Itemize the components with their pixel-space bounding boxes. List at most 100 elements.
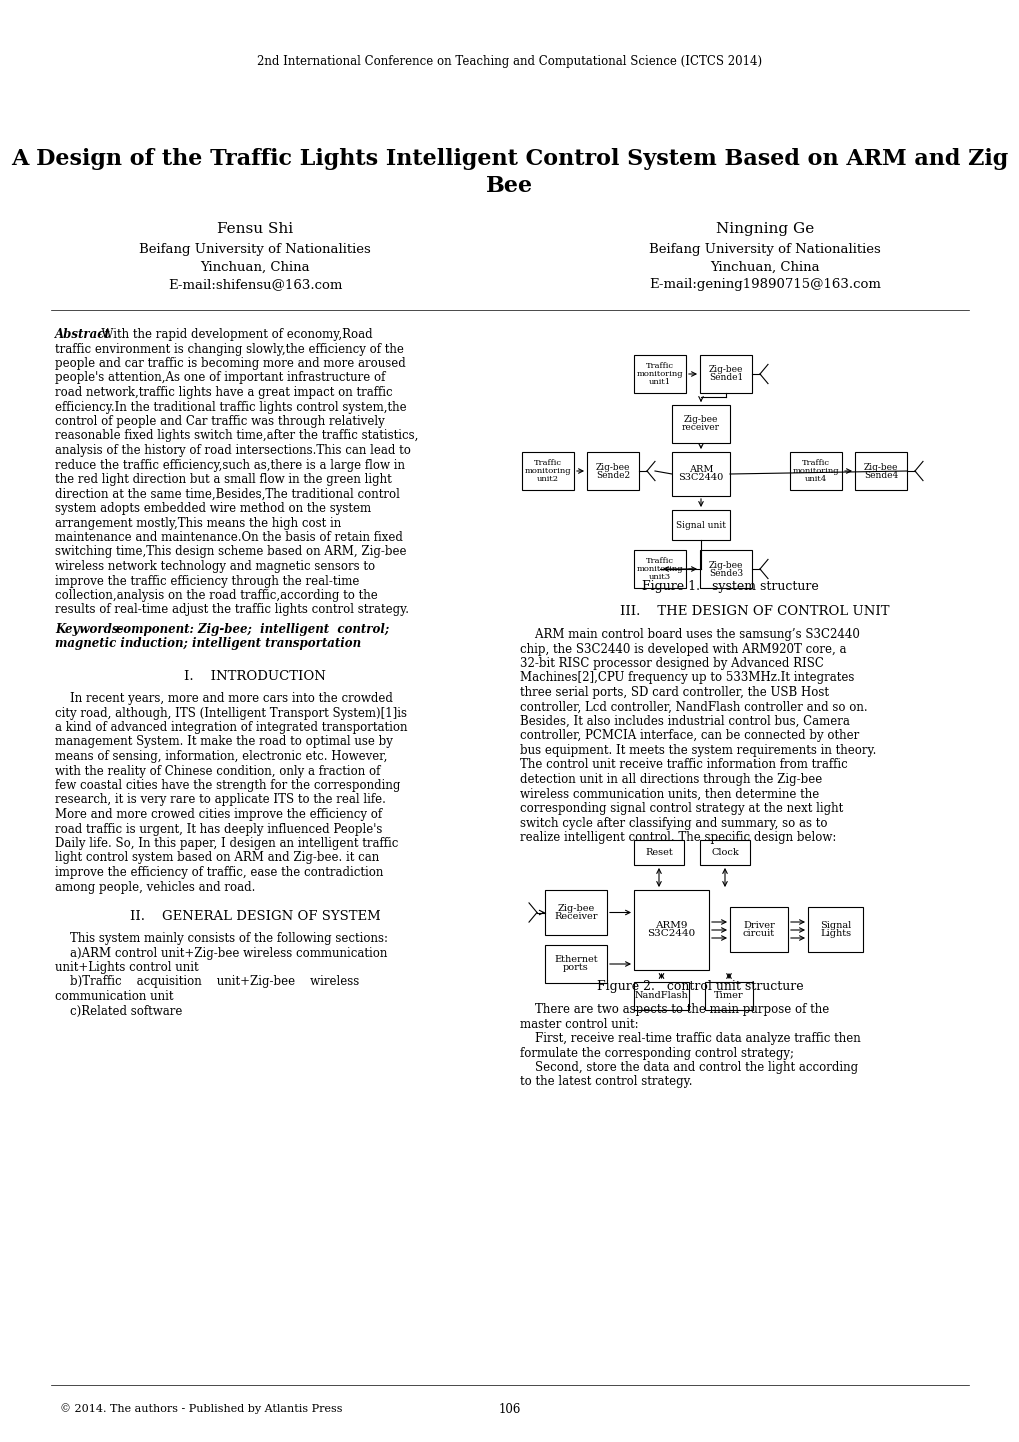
- Text: Zig-bee: Zig-bee: [595, 463, 630, 472]
- Text: © 2014. The authors - Published by Atlantis Press: © 2014. The authors - Published by Atlan…: [60, 1403, 342, 1413]
- Text: magnetic induction; intelligent transportation: magnetic induction; intelligent transpor…: [55, 637, 361, 650]
- Text: reduce the traffic efficiency,such as,there is a large flow in: reduce the traffic efficiency,such as,th…: [55, 459, 405, 472]
- Text: results of real-time adjust the traffic lights control strategy.: results of real-time adjust the traffic …: [55, 604, 409, 617]
- Text: Timer: Timer: [713, 992, 743, 1001]
- Text: circuit: circuit: [742, 929, 774, 937]
- Text: b)Traffic    acquisition    unit+Zig-bee    wireless: b)Traffic acquisition unit+Zig-bee wirel…: [55, 975, 359, 989]
- Text: arrangement mostly,This means the high cost in: arrangement mostly,This means the high c…: [55, 516, 341, 529]
- Text: efficiency.In the traditional traffic lights control system,the: efficiency.In the traditional traffic li…: [55, 401, 407, 414]
- Text: Sende4: Sende4: [863, 470, 898, 480]
- Text: switching time,This design scheme based on ARM, Zig-bee: switching time,This design scheme based …: [55, 545, 407, 558]
- Text: Bee: Bee: [486, 174, 533, 198]
- Text: analysis of the history of road intersections.This can lead to: analysis of the history of road intersec…: [55, 444, 411, 457]
- Text: 32-bit RISC processor designed by Advanced RISC: 32-bit RISC processor designed by Advanc…: [520, 658, 823, 671]
- Text: Sende2: Sende2: [595, 470, 630, 480]
- Text: -With the rapid development of economy,Road: -With the rapid development of economy,R…: [98, 327, 372, 340]
- Text: component: Zig-bee;  intelligent  control;: component: Zig-bee; intelligent control;: [112, 623, 389, 636]
- FancyBboxPatch shape: [854, 451, 906, 490]
- FancyBboxPatch shape: [730, 907, 788, 952]
- Text: Traffic: Traffic: [801, 459, 829, 467]
- FancyBboxPatch shape: [586, 451, 638, 490]
- FancyBboxPatch shape: [790, 451, 841, 490]
- Text: light control system based on ARM and Zig-bee. it can: light control system based on ARM and Zi…: [55, 851, 379, 865]
- FancyBboxPatch shape: [704, 982, 752, 1009]
- Text: corresponding signal control strategy at the next light: corresponding signal control strategy at…: [520, 802, 843, 815]
- Text: a)ARM control unit+Zig-bee wireless communication: a)ARM control unit+Zig-bee wireless comm…: [55, 946, 387, 959]
- FancyBboxPatch shape: [672, 510, 730, 539]
- Text: The control unit receive traffic information from traffic: The control unit receive traffic informa…: [520, 758, 847, 771]
- Text: S3C2440: S3C2440: [678, 473, 722, 483]
- Text: reasonable fixed lights switch time,after the traffic statistics,: reasonable fixed lights switch time,afte…: [55, 430, 418, 443]
- Text: among people, vehicles and road.: among people, vehicles and road.: [55, 881, 255, 894]
- Text: switch cycle after classifying and summary, so as to: switch cycle after classifying and summa…: [520, 816, 826, 829]
- Text: NandFlash: NandFlash: [634, 992, 688, 1001]
- FancyBboxPatch shape: [634, 890, 708, 970]
- FancyBboxPatch shape: [544, 890, 606, 934]
- Text: Reset: Reset: [644, 848, 673, 857]
- Text: traffic environment is changing slowly,the efficiency of the: traffic environment is changing slowly,t…: [55, 343, 404, 356]
- Text: First, receive real-time traffic data analyze traffic then: First, receive real-time traffic data an…: [520, 1032, 860, 1045]
- Text: system adopts embedded wire method on the system: system adopts embedded wire method on th…: [55, 502, 371, 515]
- Text: controller, Lcd controller, NandFlash controller and so on.: controller, Lcd controller, NandFlash co…: [520, 701, 867, 714]
- Text: city road, although, ITS (Intelligent Transport System)[1]is: city road, although, ITS (Intelligent Tr…: [55, 707, 407, 720]
- Text: direction at the same time,Besides,The traditional control: direction at the same time,Besides,The t…: [55, 487, 399, 500]
- Text: Figure 2.   control unit structure: Figure 2. control unit structure: [596, 981, 803, 994]
- FancyBboxPatch shape: [672, 451, 730, 496]
- FancyBboxPatch shape: [522, 451, 574, 490]
- Text: communication unit: communication unit: [55, 991, 173, 1004]
- Text: Zig-bee: Zig-bee: [863, 463, 898, 472]
- Text: research, it is very rare to applicate ITS to the real life.: research, it is very rare to applicate I…: [55, 793, 385, 806]
- Text: receiver: receiver: [682, 424, 719, 433]
- FancyBboxPatch shape: [699, 549, 751, 588]
- FancyBboxPatch shape: [544, 945, 606, 983]
- Text: III.    THE DESIGN OF CONTROL UNIT: III. THE DESIGN OF CONTROL UNIT: [620, 606, 889, 619]
- Text: ARM main control board uses the samsung’s S3C2440: ARM main control board uses the samsung’…: [520, 629, 859, 642]
- Text: Beifang University of Nationalities: Beifang University of Nationalities: [648, 244, 880, 257]
- Text: Zig-bee: Zig-bee: [708, 561, 743, 570]
- Text: road traffic is urgent, It has deeply influenced People's: road traffic is urgent, It has deeply in…: [55, 822, 382, 835]
- Text: unit4: unit4: [804, 474, 826, 483]
- Text: monitoring: monitoring: [524, 467, 571, 474]
- Text: Driver: Driver: [743, 921, 774, 930]
- FancyBboxPatch shape: [807, 907, 862, 952]
- Text: Zig-bee: Zig-bee: [708, 365, 743, 375]
- Text: E-mail:gening19890715@163.com: E-mail:gening19890715@163.com: [648, 278, 880, 291]
- Text: controller, PCMCIA interface, can be connected by other: controller, PCMCIA interface, can be con…: [520, 730, 858, 743]
- Text: Fensu Shi: Fensu Shi: [217, 222, 292, 236]
- Text: II.    GENERAL DESIGN OF SYSTEM: II. GENERAL DESIGN OF SYSTEM: [129, 910, 380, 923]
- Text: ARM: ARM: [688, 466, 712, 474]
- Text: Traffic: Traffic: [534, 459, 561, 467]
- FancyBboxPatch shape: [672, 405, 730, 443]
- Text: Machines[2],CPU frequency up to 533MHz.It integrates: Machines[2],CPU frequency up to 533MHz.I…: [520, 672, 854, 685]
- Text: improve the traffic efficiency through the real-time: improve the traffic efficiency through t…: [55, 574, 359, 587]
- Text: More and more crowed cities improve the efficiency of: More and more crowed cities improve the …: [55, 808, 382, 820]
- Text: Sende3: Sende3: [708, 568, 742, 577]
- Text: control of people and Car traffic was through relatively: control of people and Car traffic was th…: [55, 415, 384, 428]
- Text: unit2: unit2: [536, 474, 558, 483]
- Text: the red light direction but a small flow in the green light: the red light direction but a small flow…: [55, 473, 391, 486]
- Text: Zig-bee: Zig-bee: [683, 415, 717, 424]
- Text: Traffic: Traffic: [645, 362, 674, 371]
- Text: ports: ports: [562, 963, 588, 972]
- Text: Besides, It also includes industrial control bus, Camera: Besides, It also includes industrial con…: [520, 715, 849, 728]
- Text: wireless network technology and magnetic sensors to: wireless network technology and magnetic…: [55, 559, 375, 572]
- Text: Sende1: Sende1: [708, 373, 743, 382]
- Text: realize intelligent control. The specific design below:: realize intelligent control. The specifi…: [520, 831, 836, 844]
- FancyBboxPatch shape: [634, 841, 684, 865]
- Text: detection unit in all directions through the Zig-bee: detection unit in all directions through…: [520, 773, 821, 786]
- FancyBboxPatch shape: [634, 355, 686, 394]
- Text: chip, the S3C2440 is developed with ARM920T core, a: chip, the S3C2440 is developed with ARM9…: [520, 643, 846, 656]
- Text: Ningning Ge: Ningning Ge: [715, 222, 813, 236]
- Text: c)Related software: c)Related software: [55, 1005, 182, 1018]
- Text: This system mainly consists of the following sections:: This system mainly consists of the follo…: [55, 932, 387, 945]
- Text: Yinchuan, China: Yinchuan, China: [200, 261, 310, 274]
- Text: There are two aspects to the main purpose of the: There are two aspects to the main purpos…: [520, 1004, 828, 1017]
- FancyBboxPatch shape: [699, 355, 751, 394]
- Text: Lights: Lights: [819, 929, 850, 937]
- Text: Signal unit: Signal unit: [676, 521, 726, 529]
- Text: E-mail:shifensu@163.com: E-mail:shifensu@163.com: [168, 278, 341, 291]
- Text: Keywords-: Keywords-: [55, 623, 123, 636]
- Text: Signal: Signal: [819, 921, 850, 930]
- Text: collection,analysis on the road traffic,according to the: collection,analysis on the road traffic,…: [55, 588, 377, 601]
- FancyBboxPatch shape: [699, 841, 749, 865]
